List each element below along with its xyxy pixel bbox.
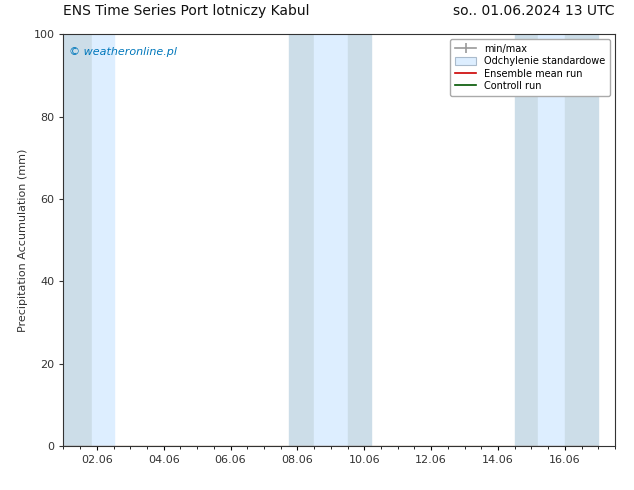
- Text: so.. 01.06.2024 13 UTC: so.. 01.06.2024 13 UTC: [453, 4, 615, 18]
- Title: ENS Time Series Port lotniczy Kabul      so.. 01.06.2024 13 UTC: ENS Time Series Port lotniczy Kabul so..…: [0, 489, 1, 490]
- Bar: [565, 34, 598, 446]
- Bar: [515, 34, 538, 446]
- Text: © weatheronline.pl: © weatheronline.pl: [69, 47, 177, 57]
- Y-axis label: Precipitation Accumulation (mm): Precipitation Accumulation (mm): [18, 148, 28, 332]
- Bar: [314, 34, 347, 446]
- Legend: min/max, Odchylenie standardowe, Ensemble mean run, Controll run: min/max, Odchylenie standardowe, Ensembl…: [450, 39, 610, 96]
- Bar: [63, 34, 92, 446]
- Bar: [347, 34, 371, 446]
- Text: ENS Time Series Port lotniczy Kabul: ENS Time Series Port lotniczy Kabul: [63, 4, 310, 18]
- Bar: [289, 34, 314, 446]
- Bar: [92, 34, 113, 446]
- Bar: [538, 34, 565, 446]
